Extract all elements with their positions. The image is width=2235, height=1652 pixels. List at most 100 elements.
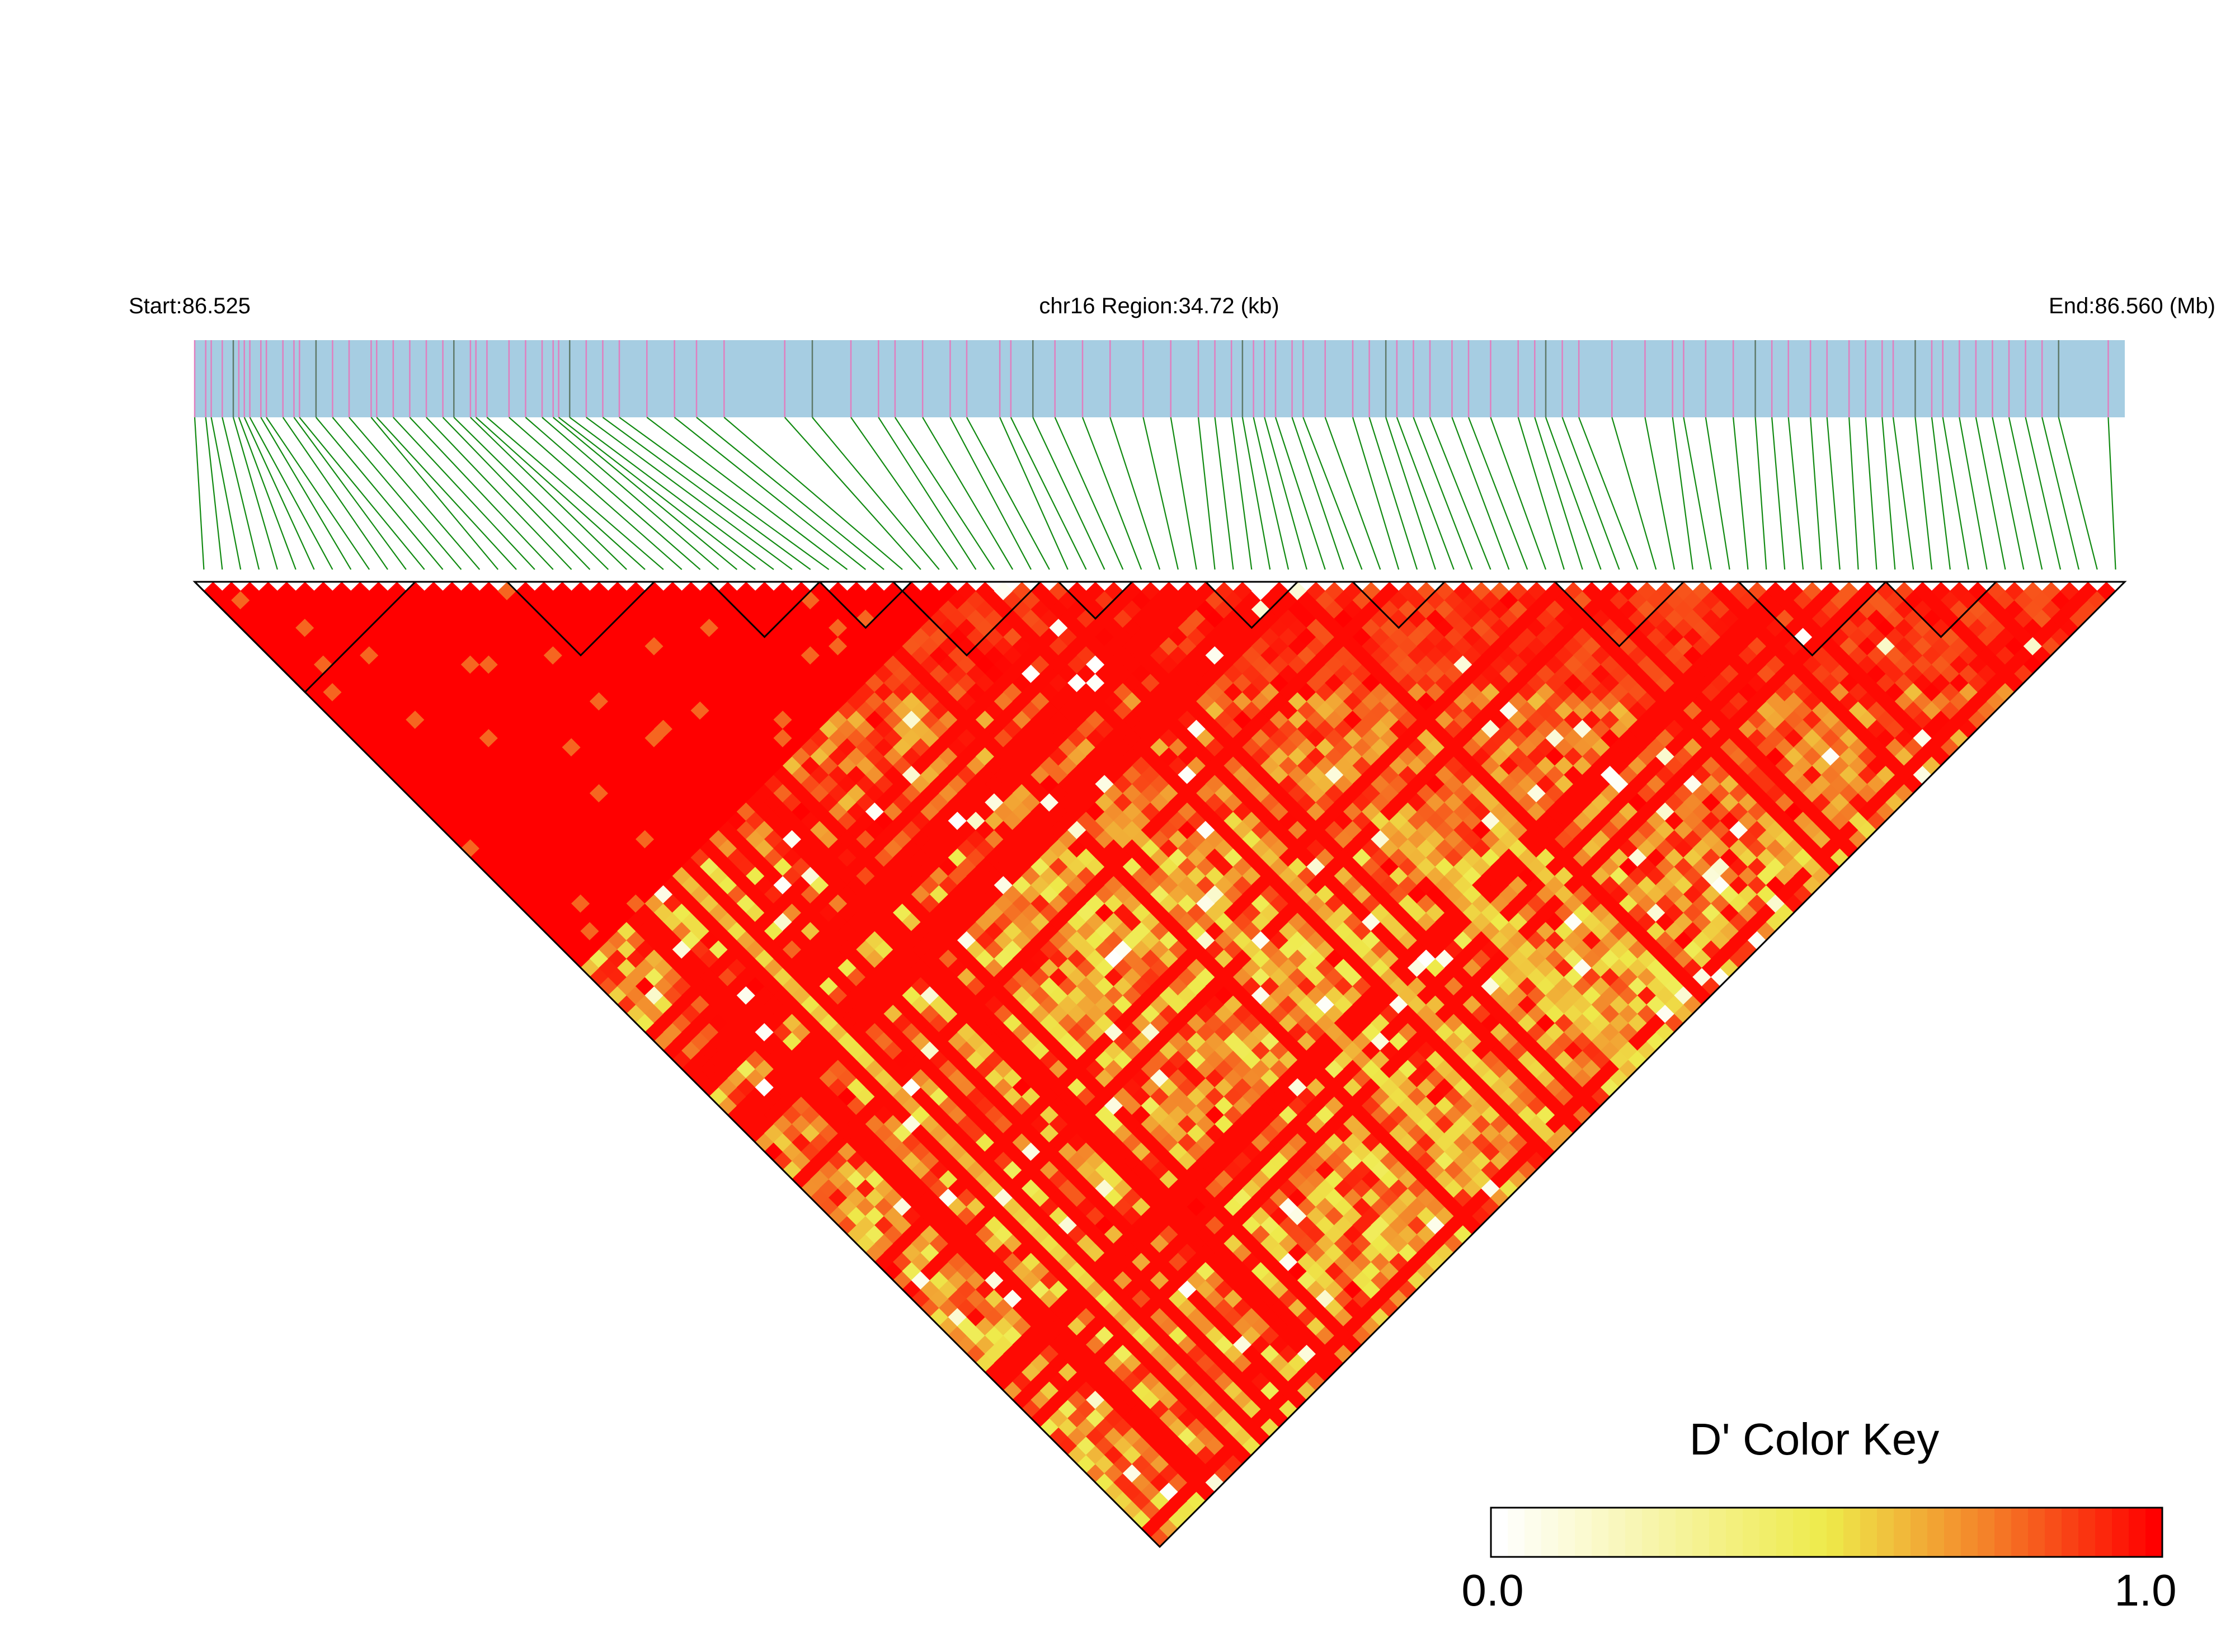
snp-connector [1368,417,1418,570]
snp-connector [696,417,884,570]
ld-cell [1398,582,1418,601]
ld-cell [663,582,683,601]
snp-connector [1914,417,1933,570]
snp-connector [1010,417,1087,570]
snp-connector [442,417,591,570]
ld-cell [626,582,646,601]
snp-connector [1975,417,2006,570]
snp-connector [1451,417,1510,570]
snp-connector [194,417,205,570]
snp-connector [1081,417,1142,570]
snp-connector [1561,417,1620,570]
snp-connector [349,417,481,570]
ld-cell [1232,582,1252,601]
snp-connector [205,417,223,570]
snp-connector [1611,417,1657,570]
ld-cell [736,582,756,601]
snp-connector [1826,417,1841,570]
ld-cell [442,582,462,601]
snp-connector [1754,417,1767,570]
ld-cell [846,582,866,601]
ld-cell [1361,582,1381,601]
snp-connector [1231,417,1253,570]
snp-connector [293,417,407,570]
region-start-label: Start:86.525 [129,294,251,318]
ld-cell [1104,582,1123,601]
snp-connector [260,417,352,570]
ld-cell [975,582,995,601]
snp-connector [1959,417,1988,570]
ld-cell [718,582,737,601]
snp-connector [1054,417,1124,570]
snp-connector [1214,417,1234,570]
ld-cell [920,582,940,601]
snp-connector [1892,417,1914,570]
ld-cell [865,582,884,601]
snp-connector [1109,417,1161,570]
snp-connector [232,417,278,570]
snp-connector [1644,417,1676,570]
ld-cell [773,582,793,601]
snp-connector [266,417,370,570]
ld-cell [1325,582,1344,601]
ld-cell [277,582,297,601]
ld-cell [571,582,591,601]
ld-cell [1085,582,1105,601]
ld-cell [1159,582,1179,601]
snp-connector [1467,417,1528,570]
snp-connector [1324,417,1381,570]
ld-cell [792,582,811,601]
ld-cell [203,582,223,601]
snp-connector [2107,417,2116,570]
snp-connector [674,417,866,570]
snp-connector [1490,417,1547,570]
ld-cell [755,582,774,601]
ld-cell [828,582,848,601]
ld-cell [1269,582,1289,601]
snp-connector [1142,417,1179,570]
snp-connector [1733,417,1749,570]
snp-connector [646,417,848,570]
ld-cell [516,582,535,601]
snp-connector [1517,417,1565,570]
snp-connector [619,417,830,570]
snp-connector [1032,417,1105,570]
ld-cell [387,582,407,601]
ld-cell [1012,582,1032,601]
snp-connector [475,417,646,570]
snp-connector [1253,417,1290,570]
ld-cell [1141,582,1160,601]
ld-cell [1178,582,1197,601]
ld-cell [258,582,278,601]
snp-connector [1291,417,1344,570]
snp-connector [316,417,444,570]
snp-connector [409,417,554,570]
snp-connector [586,417,793,570]
ld-cell [369,582,388,601]
ld-cell [1380,582,1399,601]
ld-cell [1251,582,1271,601]
snp-connector [1302,417,1363,570]
snp-connector [949,417,1032,570]
snp-connector [486,417,664,570]
region-center-label: chr16 Region:34.72 (kb) [1039,294,1279,318]
ld-cell [332,582,351,601]
ld-cell [240,582,260,601]
region-end-label: End:86.560 (Mb) [2049,294,2215,318]
snp-tick-group [194,340,2109,417]
snp-connector [1578,417,1639,570]
snp-connector [299,417,425,570]
ld-cell [1214,582,1234,601]
snp-connector [850,417,958,570]
snp-connector [222,417,260,570]
snp-connector [238,417,297,570]
snp-connector [1429,417,1491,570]
snp-connector [1705,417,1730,570]
ld-cell [460,582,480,601]
snp-connector [542,417,719,570]
ld-cell [534,582,554,601]
snp-connector [1787,417,1804,570]
snp-connector [426,417,572,570]
snp-connector [1413,417,1473,570]
